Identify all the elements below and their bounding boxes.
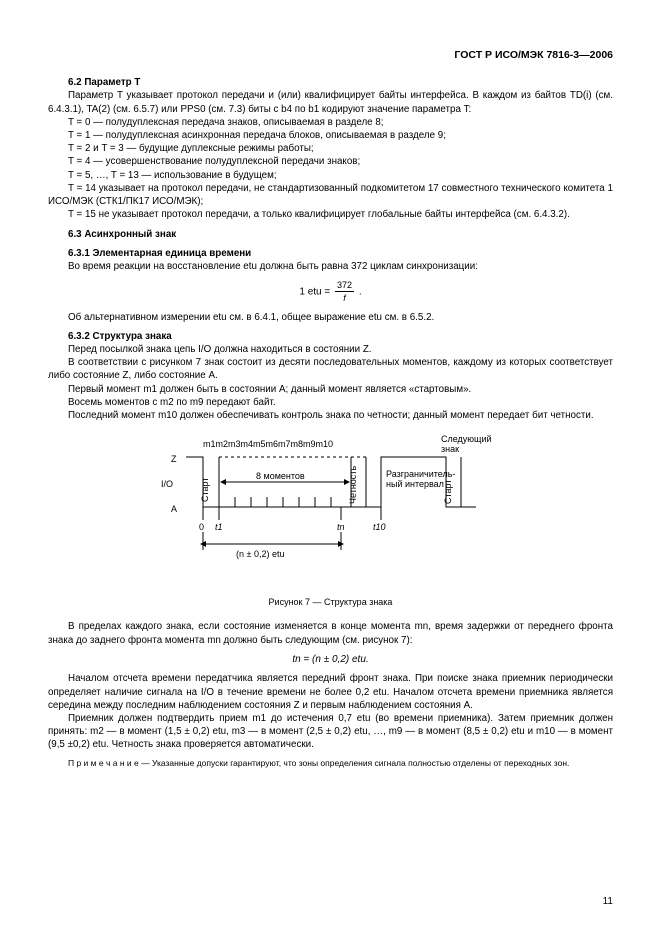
range-label: (n ± 0,2) etu <box>236 549 284 559</box>
fraction-denominator: f <box>335 292 354 304</box>
paragraph: В пределах каждого знака, если состояние… <box>48 620 613 646</box>
section-6-3-title: 6.3 Асинхронный знак <box>48 228 613 241</box>
formula-text: . <box>356 287 362 298</box>
formula-etu: 1 etu = 372f . <box>48 279 613 304</box>
next-sign-label: Следующийзнак <box>441 434 492 454</box>
paragraph: Во время реакции на восстановление etu д… <box>48 260 613 273</box>
list-item: T = 5, …, T = 13 — использование в будущ… <box>48 169 613 182</box>
start-label-1: Старт <box>200 478 210 502</box>
list-item: T = 0 — полудуплексная передача знаков, … <box>48 116 613 129</box>
document-header: ГОСТ Р ИСО/МЭК 7816-3—2006 <box>48 48 613 62</box>
a-label: A <box>171 504 177 514</box>
paragraph: В соответствии с рисунком 7 знак состоит… <box>48 356 613 382</box>
paragraph: Началом отсчета времени передатчика явля… <box>48 672 613 712</box>
page-number: 11 <box>603 895 613 909</box>
label-t1: t1 <box>215 522 223 532</box>
formula-tn: tn = (n ± 0,2) etu. <box>48 653 613 667</box>
section-6-3-2-title: 6.3.2 Структура знака <box>48 330 613 343</box>
figure-7: m1m2m3m4m5m6m7m8m9m10 Следующийзнак Z I/… <box>141 432 521 582</box>
io-label: I/O <box>161 479 173 489</box>
label-0: 0 <box>199 522 204 532</box>
list-item: T = 1 — полудуплексная асинхронная перед… <box>48 129 613 142</box>
paragraph: Восемь моментов с m2 по m9 передают байт… <box>48 396 613 409</box>
list-item: T = 15 не указывает протокол передачи, а… <box>48 208 613 221</box>
paragraph: Приемник должен подтвердить прием m1 до … <box>48 712 613 752</box>
eight-moments-label: 8 моментов <box>256 471 305 481</box>
m-labels: m1m2m3m4m5m6m7m8m9m10 <box>203 439 333 449</box>
paragraph: Об альтернативном измерении etu см. в 6.… <box>48 311 613 324</box>
label-t10: t10 <box>373 522 386 532</box>
parity-label: Четность <box>348 466 358 504</box>
formula-text: 1 etu = <box>299 287 333 298</box>
list-item: T = 14 указывает на протокол передачи, н… <box>48 182 613 208</box>
figure-7-caption: Рисунок 7 — Структура знака <box>48 596 613 608</box>
list-item: T = 2 и T = 3 — будущие дуплексные режим… <box>48 142 613 155</box>
fraction-numerator: 372 <box>335 279 354 292</box>
paragraph: Последний момент m10 должен обеспечивать… <box>48 409 613 422</box>
paragraph: Первый момент m1 должен быть в состоянии… <box>48 383 613 396</box>
paragraph: Параметр T указывает протокол передачи и… <box>48 89 613 115</box>
section-6-3-1-title: 6.3.1 Элементарная единица времени <box>48 247 613 260</box>
list-item: T = 4 — усовершенствование полудуплексно… <box>48 155 613 168</box>
formula-text: tn = (n ± 0,2) etu. <box>292 654 368 665</box>
z-label: Z <box>171 454 177 464</box>
label-tn: tn <box>337 522 345 532</box>
note: П р и м е ч а н и е — Указанные допуски … <box>48 758 613 769</box>
start-label-2: Старт <box>443 480 453 504</box>
section-6-2-title: 6.2 Параметр T <box>48 76 613 89</box>
fraction: 372f <box>335 279 354 304</box>
paragraph: Перед посылкой знака цепь I/O должна нах… <box>48 343 613 356</box>
page: ГОСТ Р ИСО/МЭК 7816-3—2006 6.2 Параметр … <box>0 0 661 936</box>
